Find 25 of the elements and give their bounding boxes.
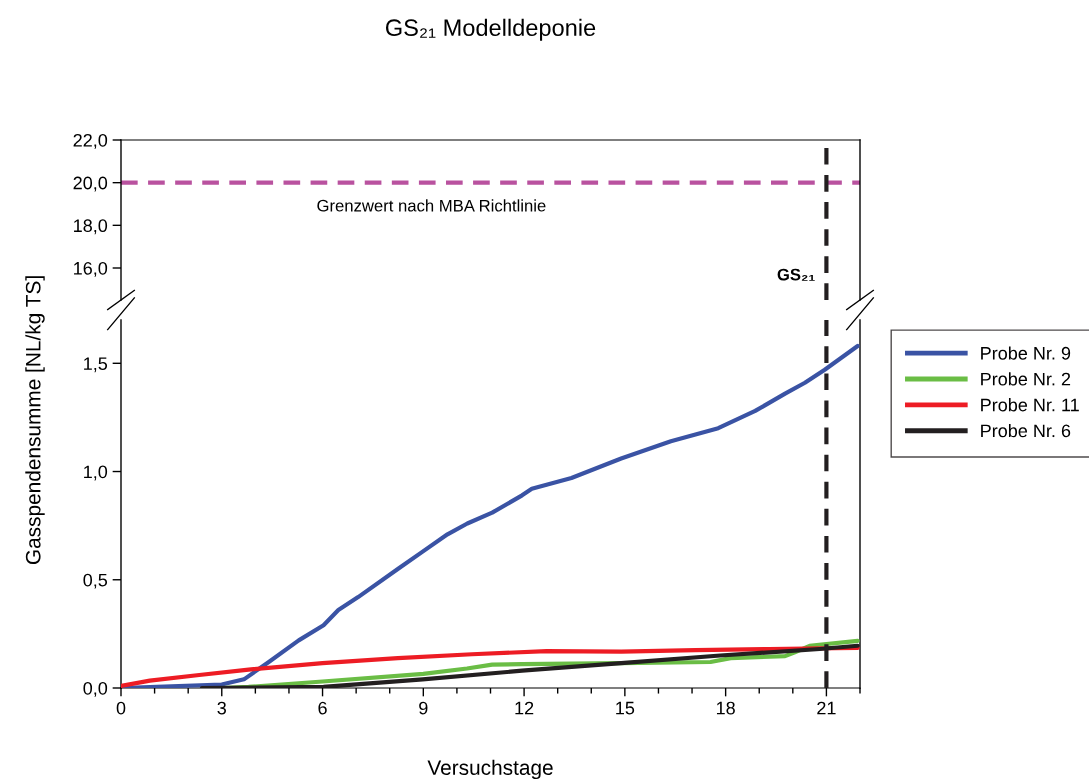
y-tick-label: 0,0 — [83, 681, 108, 697]
y-tick-label: 22,0 — [73, 133, 108, 149]
y-axis-title: Gasspendensumme [NL/kg TS] — [25, 276, 45, 565]
legend-label: Probe Nr. 11 — [981, 398, 1079, 412]
y-tick-label: 18,0 — [74, 219, 108, 235]
y-tick-label: 16,0 — [74, 261, 108, 277]
y-tick-label: 1,5 — [84, 357, 108, 373]
legend-label: Probe Nr. 9 — [981, 346, 1071, 360]
ref-line-label: GS₂₁ — [777, 268, 815, 281]
x-tick-label: 0 — [116, 701, 126, 715]
x-tick-label: 6 — [318, 701, 327, 715]
y-tick-label: 0,5 — [83, 573, 108, 589]
y-tick-label: 20,0 — [73, 176, 108, 192]
ref-line-label: Grenzwert nach MBA Richtlinie — [317, 199, 546, 212]
x-tick-label: 3 — [217, 701, 226, 715]
legend-label: Probe Nr. 2 — [981, 372, 1071, 386]
x-tick-label: 9 — [419, 701, 428, 715]
x-tick-label: 18 — [716, 701, 735, 715]
x-tick-label: 15 — [616, 701, 635, 715]
y-tick-label: 1,0 — [84, 465, 108, 481]
x-tick-label: 21 — [817, 701, 836, 715]
x-tick-label: 12 — [515, 701, 534, 715]
chart-title: GS₂₁ Modelldeponie — [386, 18, 596, 41]
x-axis-title: Versuchstage — [427, 759, 553, 780]
legend-label: Probe Nr. 6 — [981, 423, 1071, 438]
